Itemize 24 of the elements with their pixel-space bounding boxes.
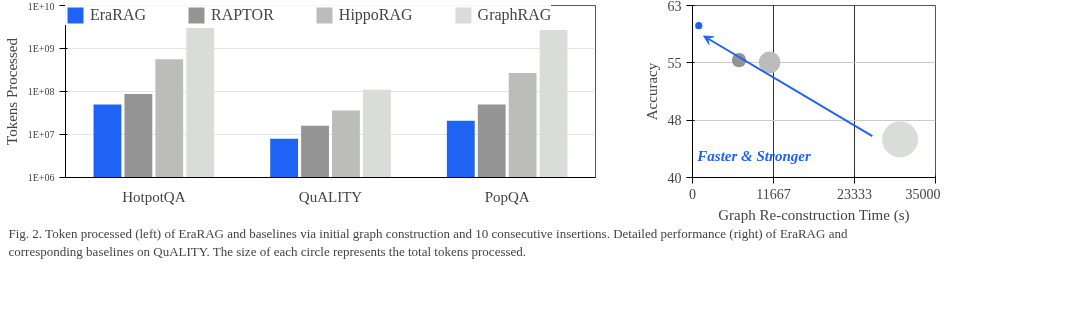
- y-tick-label: 1E+06: [27, 172, 55, 183]
- y-axis-title: Accuracy: [643, 62, 660, 121]
- x-axis-title: Graph Re-construction Time (s): [718, 206, 910, 224]
- y-tick-label: 55: [667, 55, 682, 71]
- y-axis-title: Tokens Processed: [3, 37, 20, 145]
- legend-label: HippoRAG: [338, 5, 413, 25]
- y-tick-label: 40: [667, 170, 682, 186]
- caption: Fig. 2. Token processed (left) of EraRAG and baselines via initial graph construction and 10 consecutive insertions. Detailed performance (right) of EraRAG and corresponding baselines on QuALITY. The size of each circle represents the total tokens processed.: [8, 225, 848, 259]
- x-tick-label: QuALITY: [298, 188, 363, 205]
- x-tick-label: 0: [689, 186, 696, 202]
- y-tick-label: 48: [667, 113, 682, 129]
- x-tick-label: 11667: [756, 186, 791, 202]
- x-tick-label: PopQA: [484, 188, 530, 205]
- legend-label: EraRAG: [90, 5, 146, 25]
- x-tick-label: 23333: [837, 186, 872, 202]
- x-tick-label: HotpotQA: [122, 188, 186, 205]
- legend-label: GraphRAG: [477, 5, 552, 25]
- x-tick-label: 35000: [905, 186, 941, 202]
- y-tick-label: 1E+10: [27, 0, 55, 12]
- y-tick-label: 1E+08: [27, 86, 55, 97]
- y-tick-label: 1E+09: [27, 43, 55, 54]
- legend-label: RAPTOR: [210, 5, 274, 25]
- y-tick-label: 1E+07: [27, 129, 55, 140]
- y-tick-label: 63: [667, 0, 682, 14]
